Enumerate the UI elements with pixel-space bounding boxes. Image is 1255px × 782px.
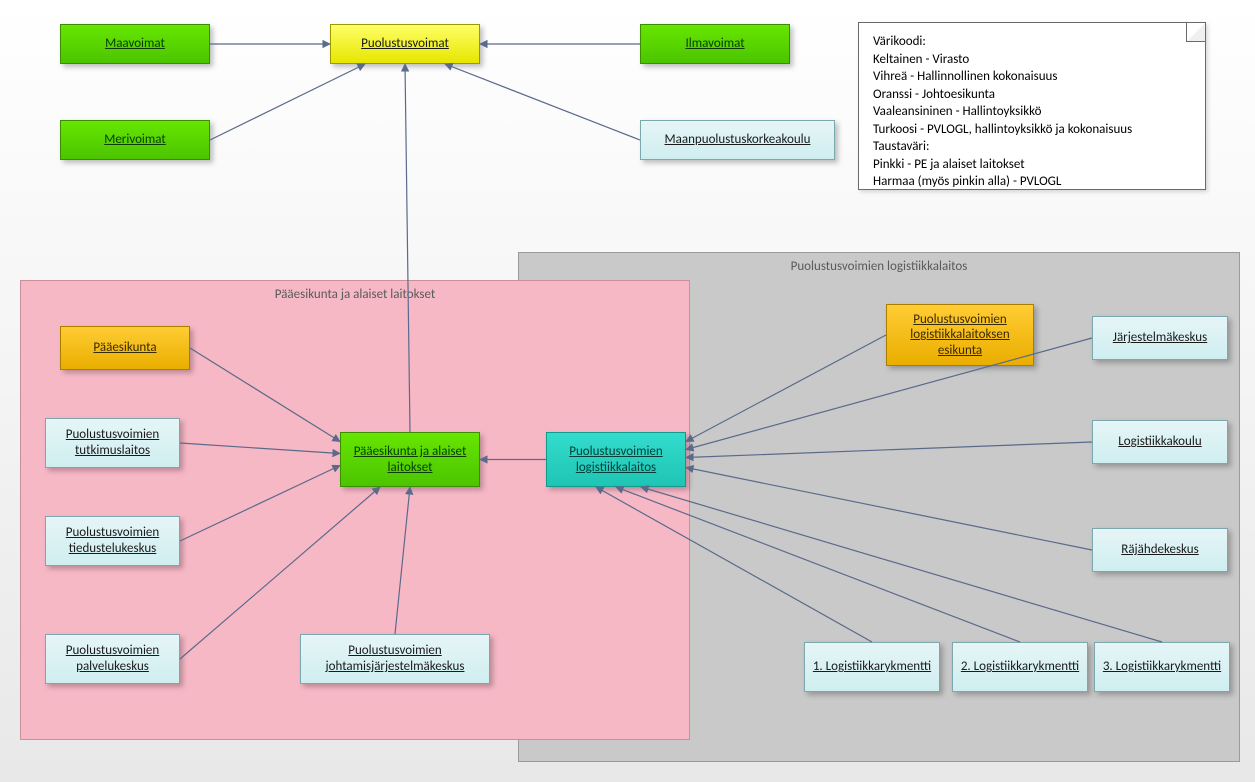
node-maanpuolustuskorkeakoulu: Maanpuolustuskorkeakoulu: [640, 120, 835, 160]
node-rajahdekeskus: Räjähdekeskus: [1092, 528, 1228, 572]
legend-line: Turkoosi - PVLOGL, hallintoyksikkö ja ko…: [873, 121, 1191, 139]
node-paaesikunta-alaiset: Pääesikunta ja alaiset laitokset: [340, 432, 480, 487]
node-paaesikunta: Pääesikunta: [60, 326, 190, 370]
node-puolustusvoimat: Puolustusvoimat: [330, 24, 480, 64]
node-merivoimat: Merivoimat: [60, 120, 210, 160]
legend-line: Harmaa (myös pinkin alla) - PVLOGL: [873, 173, 1191, 191]
node-logrykmentti-1: 1. Logistiikkarykmentti: [804, 642, 940, 692]
node-pv-johtamisjarjestelmakeskus: Puolustusvoimien johtamisjärjestelmäkesk…: [300, 634, 490, 684]
legend-line: Taustaväri:: [873, 138, 1191, 156]
node-ilmavoimat: Ilmavoimat: [640, 24, 790, 64]
legend-line: Pinkki - PE ja alaiset laitokset: [873, 156, 1191, 174]
edge: [445, 64, 640, 140]
diagram-canvas: Puolustusvoimien logistiikkalaitos Pääesi…: [0, 0, 1255, 782]
node-pv-logistiikkalaitos: Puolustusvoimien logistiikkalaitos: [546, 432, 686, 487]
region-label: Puolustusvoimien logistiikkalaitos: [519, 259, 1239, 274]
legend-line: Värikoodi:: [873, 33, 1191, 51]
node-pvlogl-esikunta: Puolustusvoimien logistiikkalaitoksen es…: [886, 304, 1034, 366]
legend-note: Värikoodi:Keltainen - VirastoVihreä - Ha…: [858, 22, 1206, 190]
node-pv-tutkimuslaitos: Puolustusvoimien tutkimuslaitos: [45, 418, 180, 468]
region-label: Pääesikunta ja alaiset laitokset: [21, 287, 689, 302]
legend-fold-icon: [1186, 23, 1205, 42]
node-pv-tiedustelukeskus: Puolustusvoimien tiedustelukeskus: [45, 516, 180, 566]
legend-line: Vihreä - Hallinnollinen kokonaisuus: [873, 68, 1191, 86]
edge: [210, 64, 365, 140]
legend-line: Keltainen - Virasto: [873, 51, 1191, 69]
node-logistiikkakoulu: Logistiikkakoulu: [1092, 420, 1228, 464]
legend-line: Oranssi - Johtoesikunta: [873, 86, 1191, 104]
legend-line: Vaaleansininen - Hallintoyksikkö: [873, 103, 1191, 121]
node-logrykmentti-2: 2. Logistiikkarykmentti: [952, 642, 1088, 692]
node-jarjestelmakeskus: Järjestelmäkeskus: [1092, 316, 1228, 360]
node-logrykmentti-3: 3. Logistiikkarykmentti: [1094, 642, 1230, 692]
node-maavoimat: Maavoimat: [60, 24, 210, 64]
node-pv-palvelukeskus: Puolustusvoimien palvelukeskus: [45, 634, 180, 684]
